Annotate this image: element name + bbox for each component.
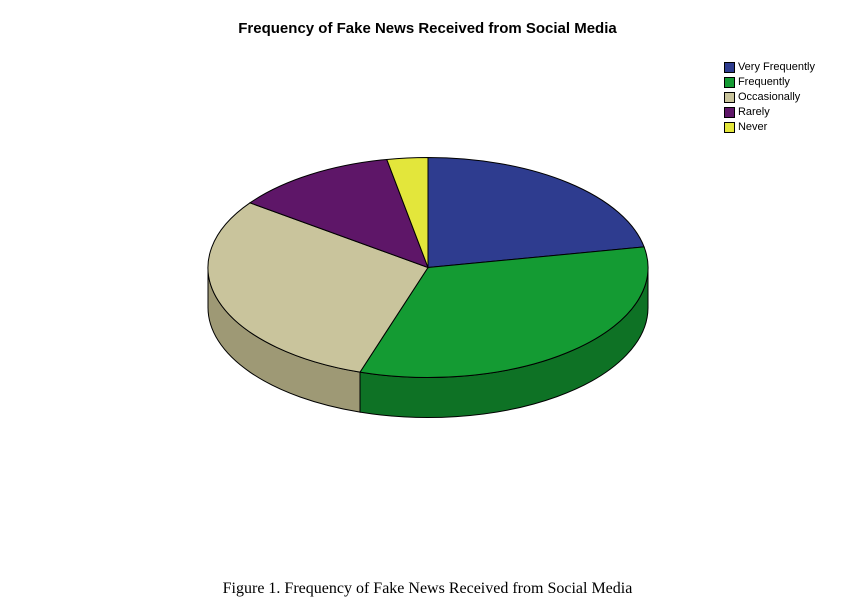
legend-item: Frequently	[724, 75, 815, 89]
legend-swatch	[724, 122, 735, 133]
legend-swatch	[724, 77, 735, 88]
pie-svg	[168, 118, 688, 478]
figure-caption: Figure 1. Frequency of Fake News Receive…	[0, 580, 855, 598]
chart-title: Frequency of Fake News Received from Soc…	[0, 20, 855, 37]
legend-label: Occasionally	[738, 90, 800, 104]
legend: Very FrequentlyFrequentlyOccasionallyRar…	[724, 60, 815, 135]
legend-swatch	[724, 62, 735, 73]
pie-top	[208, 158, 648, 378]
legend-item: Very Frequently	[724, 60, 815, 74]
legend-item: Rarely	[724, 105, 815, 119]
legend-swatch	[724, 107, 735, 118]
legend-label: Frequently	[738, 75, 790, 89]
legend-item: Occasionally	[724, 90, 815, 104]
pie-chart	[168, 118, 688, 483]
legend-label: Rarely	[738, 105, 770, 119]
legend-label: Very Frequently	[738, 60, 815, 74]
legend-label: Never	[738, 120, 767, 134]
legend-swatch	[724, 92, 735, 103]
legend-item: Never	[724, 120, 815, 134]
